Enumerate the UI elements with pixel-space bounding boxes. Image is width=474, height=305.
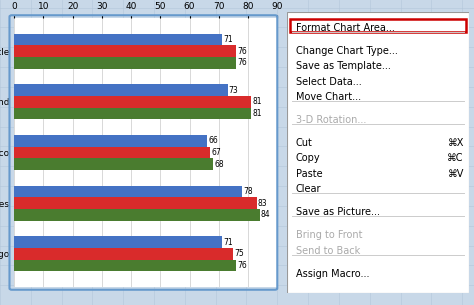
Text: Copy: Copy [296,153,320,163]
Text: 67: 67 [211,148,221,157]
Text: Format Chart Area...: Format Chart Area... [296,23,395,33]
Text: ⌘X: ⌘X [447,138,464,148]
Bar [14,260,237,271]
Text: 84: 84 [261,210,271,219]
Text: 73: 73 [229,86,238,95]
Text: ⌘V: ⌘V [447,169,464,179]
Text: 75: 75 [235,249,245,258]
Bar [14,135,207,147]
Text: 76: 76 [237,58,247,67]
FancyBboxPatch shape [287,12,469,293]
Bar [14,34,222,45]
Bar [14,108,251,119]
Text: 71: 71 [223,238,233,247]
Bar [14,236,222,248]
Text: Save as Picture...: Save as Picture... [296,207,380,217]
Text: 68: 68 [214,160,224,169]
Bar [14,96,251,108]
Text: Paste: Paste [296,169,322,179]
Text: 71: 71 [223,35,233,44]
Text: 81: 81 [252,97,262,106]
Bar [14,186,242,197]
Text: ⌘C: ⌘C [447,153,464,163]
Text: Select Data...: Select Data... [296,77,362,87]
Text: Clear: Clear [296,184,321,194]
Bar [14,84,228,96]
Text: 83: 83 [258,199,268,208]
Bar [14,158,213,170]
Text: 76: 76 [237,261,247,270]
Text: Change Chart Type...: Change Chart Type... [296,46,398,56]
Text: Assign Macro...: Assign Macro... [296,268,369,278]
Bar [14,248,233,260]
FancyBboxPatch shape [291,19,465,32]
Text: Send to Back: Send to Back [296,246,360,256]
Bar [14,57,237,69]
Text: Cut: Cut [296,138,313,148]
Bar [14,45,237,57]
Text: Bring to Front: Bring to Front [296,230,363,240]
Bar [14,209,260,221]
Text: Move Chart...: Move Chart... [296,92,361,102]
Bar [14,197,257,209]
Text: 3-D Rotation...: 3-D Rotation... [296,115,366,125]
Text: Save as Template...: Save as Template... [296,61,391,71]
Text: 78: 78 [243,187,253,196]
Text: 66: 66 [208,136,218,145]
Bar [14,147,210,158]
Text: 81: 81 [252,109,262,118]
Text: 76: 76 [237,47,247,56]
